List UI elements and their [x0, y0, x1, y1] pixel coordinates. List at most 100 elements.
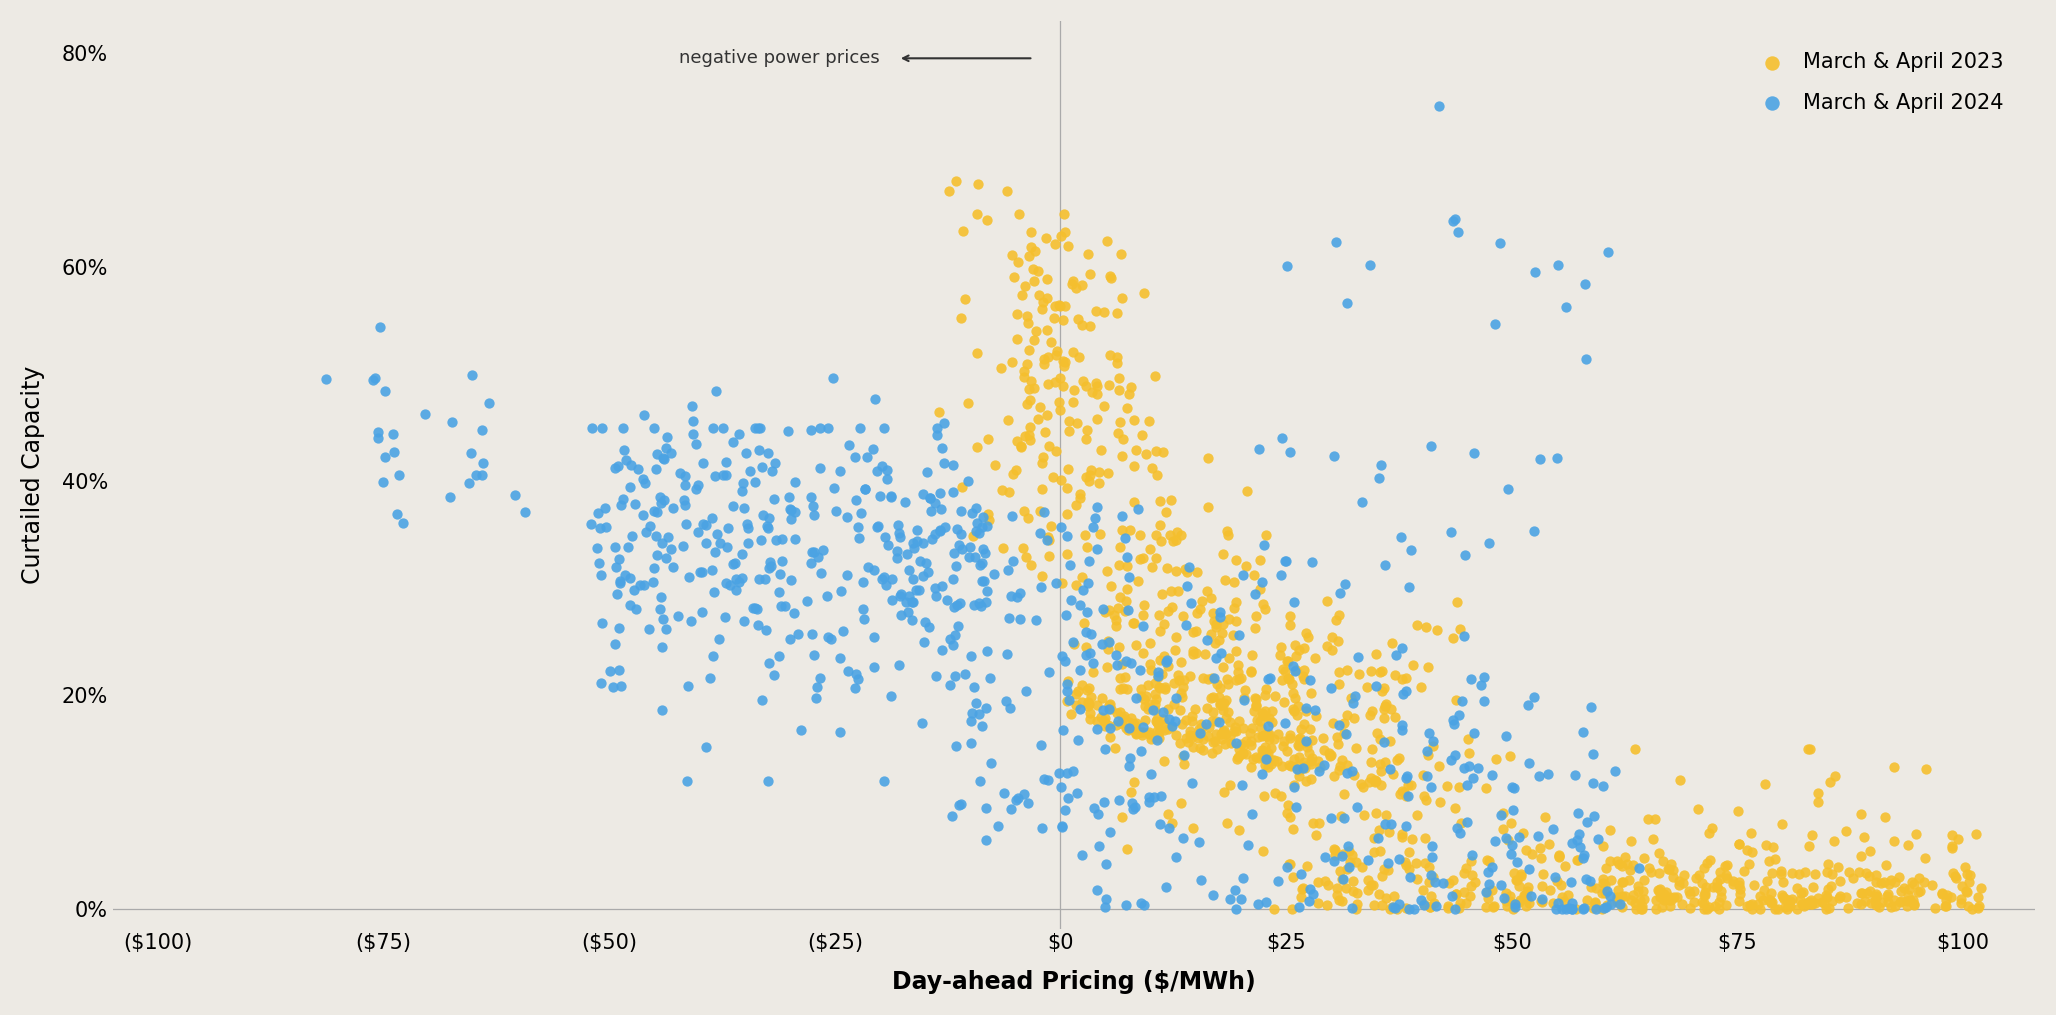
- March & April 2023: [1197, 605, 1229, 621]
- March & April 2023: [1653, 889, 1686, 905]
- March & April 2023: [1357, 829, 1390, 845]
- March & April 2023: [1030, 322, 1063, 338]
- March & April 2023: [1139, 691, 1172, 707]
- March & April 2024: [1223, 626, 1256, 642]
- March & April 2024: [629, 525, 662, 541]
- March & April 2024: [681, 477, 713, 493]
- March & April 2023: [1151, 701, 1184, 718]
- March & April 2023: [1799, 866, 1832, 882]
- March & April 2024: [1437, 712, 1470, 728]
- March & April 2023: [1250, 527, 1283, 543]
- March & April 2023: [1256, 752, 1289, 768]
- March & April 2024: [960, 523, 993, 539]
- March & April 2023: [1544, 877, 1577, 893]
- March & April 2024: [868, 529, 901, 545]
- March & April 2023: [1176, 820, 1209, 836]
- March & April 2024: [619, 495, 652, 512]
- March & April 2023: [1896, 874, 1929, 890]
- March & April 2024: [911, 554, 944, 570]
- March & April 2024: [1254, 670, 1287, 686]
- March & April 2024: [617, 582, 650, 598]
- March & April 2023: [1266, 694, 1299, 710]
- March & April 2024: [995, 589, 1028, 605]
- March & April 2023: [1073, 680, 1106, 696]
- March & April 2024: [968, 572, 1001, 589]
- March & April 2024: [977, 565, 1009, 582]
- March & April 2023: [1094, 579, 1127, 595]
- March & April 2023: [1501, 872, 1534, 888]
- March & April 2024: [584, 520, 617, 536]
- March & April 2024: [730, 517, 763, 533]
- March & April 2023: [1069, 469, 1102, 485]
- March & April 2023: [1850, 885, 1883, 901]
- March & April 2023: [1622, 878, 1655, 894]
- March & April 2023: [1961, 889, 1994, 905]
- March & April 2023: [1291, 859, 1324, 875]
- March & April 2024: [668, 492, 701, 509]
- March & April 2023: [1702, 900, 1735, 917]
- March & April 2024: [755, 557, 787, 573]
- March & April 2023: [1341, 855, 1373, 871]
- March & April 2023: [948, 291, 981, 308]
- March & April 2023: [1279, 690, 1312, 706]
- March & April 2023: [1752, 873, 1785, 889]
- March & April 2023: [1931, 897, 1963, 914]
- March & April 2024: [880, 550, 913, 566]
- March & April 2024: [1238, 587, 1271, 603]
- March & April 2024: [387, 516, 419, 532]
- March & April 2023: [1086, 690, 1118, 706]
- March & April 2023: [1139, 701, 1172, 718]
- March & April 2023: [1104, 289, 1137, 306]
- March & April 2023: [1688, 860, 1721, 876]
- March & April 2024: [796, 489, 829, 505]
- March & April 2024: [1546, 901, 1579, 918]
- March & April 2023: [1032, 532, 1065, 548]
- March & April 2024: [1447, 760, 1480, 776]
- March & April 2023: [1293, 721, 1326, 737]
- March & April 2023: [1657, 863, 1690, 879]
- March & April 2023: [1830, 888, 1863, 904]
- March & April 2023: [1178, 701, 1211, 718]
- March & April 2024: [757, 667, 790, 683]
- March & April 2024: [1225, 890, 1258, 906]
- March & April 2023: [1345, 859, 1378, 875]
- March & April 2023: [1143, 730, 1176, 746]
- March & April 2023: [1221, 750, 1254, 766]
- March & April 2024: [646, 611, 678, 627]
- March & April 2024: [814, 630, 847, 647]
- March & April 2024: [1102, 713, 1135, 729]
- March & April 2023: [1133, 413, 1166, 429]
- March & April 2024: [960, 694, 993, 710]
- March & April 2023: [1795, 826, 1828, 842]
- March & April 2023: [1009, 308, 1042, 324]
- March & April 2024: [1065, 847, 1098, 863]
- March & April 2023: [1275, 809, 1308, 825]
- March & April 2024: [1001, 590, 1034, 606]
- March & April 2024: [874, 688, 907, 704]
- March & April 2024: [742, 442, 775, 458]
- March & April 2023: [1195, 626, 1227, 642]
- March & April 2023: [1040, 347, 1073, 363]
- March & April 2024: [1386, 640, 1419, 657]
- March & April 2023: [1929, 892, 1961, 908]
- March & April 2023: [946, 222, 979, 239]
- March & April 2023: [972, 505, 1005, 522]
- March & April 2023: [1470, 852, 1503, 868]
- March & April 2024: [674, 613, 707, 629]
- March & April 2024: [857, 441, 890, 457]
- March & April 2023: [1408, 830, 1441, 847]
- March & April 2023: [1063, 349, 1096, 365]
- March & April 2023: [1131, 701, 1164, 718]
- March & April 2023: [1195, 670, 1227, 686]
- March & April 2024: [1094, 823, 1127, 839]
- March & April 2024: [777, 503, 810, 520]
- March & April 2024: [942, 537, 975, 553]
- March & April 2023: [1207, 695, 1240, 712]
- March & April 2023: [1104, 246, 1137, 262]
- March & April 2023: [1186, 742, 1219, 758]
- March & April 2023: [944, 310, 977, 326]
- March & April 2023: [960, 438, 993, 455]
- March & April 2023: [1092, 633, 1125, 650]
- March & April 2023: [1211, 675, 1244, 691]
- March & April 2024: [738, 474, 771, 490]
